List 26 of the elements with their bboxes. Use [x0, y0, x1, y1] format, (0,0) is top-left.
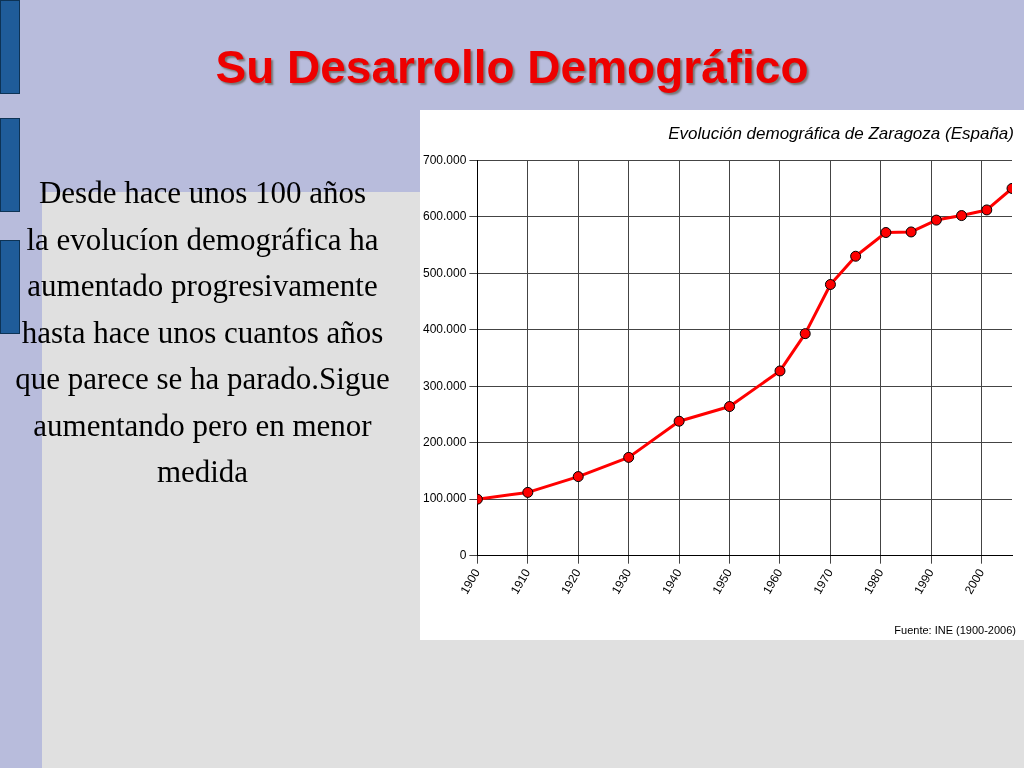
- y-tick-label: 300.000: [422, 378, 467, 393]
- y-tick-label: 100.000: [422, 491, 467, 506]
- point: [880, 227, 892, 239]
- chart-title: Su Desarrollo Demográfico: [214, 40, 810, 94]
- chart-subtitle: Evolución demográfica de Zaragoza (España): [668, 124, 1014, 144]
- y-tick-label: 200.000: [422, 435, 467, 449]
- point: [774, 365, 786, 377]
- y-tick-label: 500.000: [422, 265, 467, 280]
- point: [623, 451, 635, 463]
- point: [981, 204, 993, 216]
- point: [905, 226, 917, 238]
- point: [824, 278, 836, 290]
- y-tick-label: 600.000: [422, 209, 467, 224]
- point: [522, 486, 534, 498]
- source-note: Fuente: INE (1900-2006): [894, 624, 1016, 636]
- point: [799, 328, 811, 340]
- y-tick-label: 400.000: [422, 322, 467, 336]
- point: [850, 250, 862, 262]
- point: [572, 471, 584, 483]
- y-tick-label: 0: [459, 547, 467, 562]
- point: [724, 401, 736, 413]
- y-tick-label: 700.000: [422, 152, 467, 167]
- point: [956, 210, 968, 222]
- point: [673, 415, 685, 427]
- point: [930, 214, 942, 226]
- text: Desde hace unos 100 años la evolucíon demográfica ha aumentado progresivamente hasta hace unos cuantos años que parece se ha parado.Sigue aumentando pero en menor medida: [14, 174, 391, 491]
